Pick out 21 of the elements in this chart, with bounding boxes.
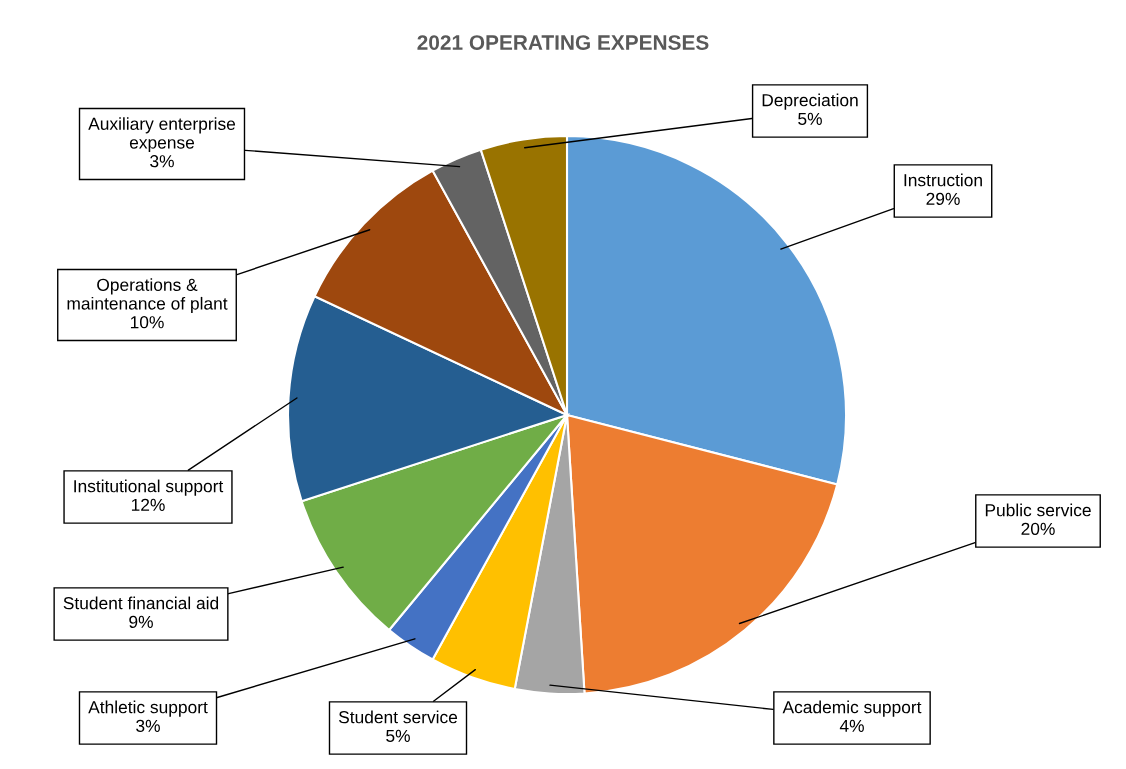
data-label: 12%	[131, 498, 165, 511]
slice-label: Instruction	[904, 173, 982, 187]
slice-label: Operations & maintenance of plant	[67, 278, 228, 314]
slice-label: Auxiliary enterprise expense	[88, 117, 236, 153]
data-label: 9%	[129, 615, 153, 629]
data-label: 3%	[136, 719, 160, 733]
slice-label: Athletic support	[88, 700, 208, 717]
slice-label: Depreciation	[762, 93, 858, 110]
data-label: 5%	[798, 112, 822, 126]
data-label: 3%	[150, 155, 174, 168]
slice-label: Student service	[338, 710, 458, 724]
slice-label: Academic support	[782, 700, 922, 717]
data-label: 5%	[386, 729, 410, 743]
slice-label: Student financial aid	[63, 596, 219, 610]
data-label: 20%	[1021, 522, 1055, 536]
data-label: 10%	[130, 316, 164, 329]
data-label: 29%	[926, 192, 960, 206]
chart-title: 2021 OPERATING EXPENSES	[417, 35, 709, 50]
data-label: 4%	[839, 719, 864, 732]
slice-label: Institutional support	[74, 479, 224, 496]
slice-label: Public service	[985, 503, 1091, 517]
